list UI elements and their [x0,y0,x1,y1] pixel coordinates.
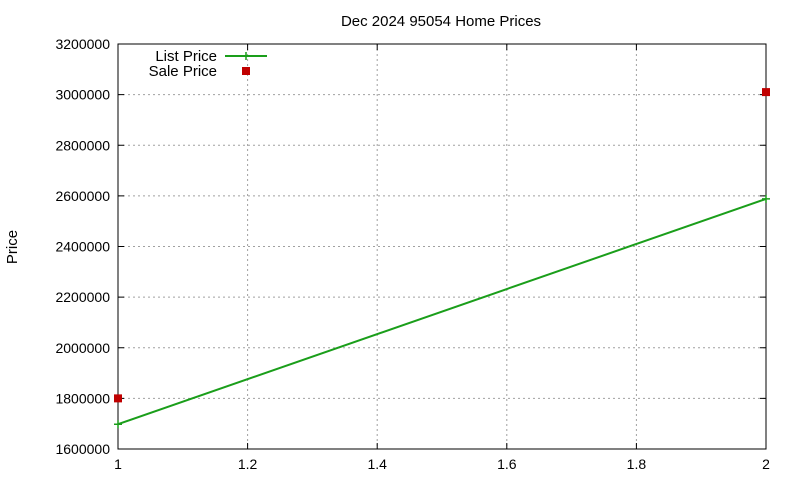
y-tick-label: 2000000 [55,340,110,356]
series-list-price [114,194,770,429]
data-point [114,394,122,403]
data-point [762,194,770,203]
y-tick-label: 1600000 [55,441,110,457]
x-tick-label: 2 [762,456,770,472]
y-tick-label: 1800000 [55,390,110,406]
data-point [762,88,770,97]
x-tick-label: 1.6 [497,456,517,472]
x-tick-label: 1.8 [627,456,647,472]
data-point [114,420,122,429]
legend-marker [242,67,250,75]
series-layer [114,88,770,429]
legend-marker [242,52,250,60]
y-tick-label: 2200000 [55,289,110,305]
legend-label: Sale Price [149,63,217,80]
grid-lines [118,44,766,449]
chart-title: Dec 2024 95054 Home Prices [341,13,541,30]
series-sale-price [114,88,770,403]
y-tick-label: 3200000 [55,36,110,52]
y-tick-label: 3000000 [55,87,110,103]
x-tick-label: 1.4 [367,456,387,472]
legend-label: List Price [155,48,217,65]
axis-ticks: 1 1.2 1.4 1.6 1.8 2 1600000 1800000 2000000 22000… [55,36,770,472]
x-tick-label: 1.2 [238,456,258,472]
y-tick-label: 2800000 [55,137,110,153]
x-tick-label: 1 [114,456,122,472]
series-line [117,197,767,426]
y-tick-label: 2400000 [55,239,110,255]
y-axis-label: Price [4,230,21,264]
y-tick-label: 2600000 [55,188,110,204]
